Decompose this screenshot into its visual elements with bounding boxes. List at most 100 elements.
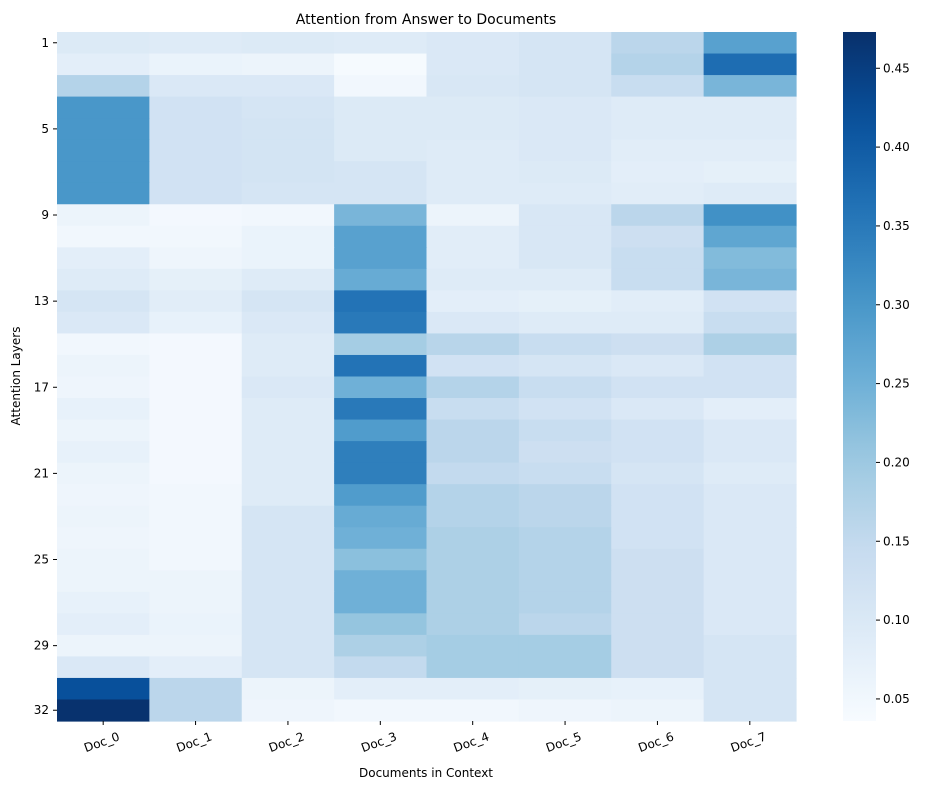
heatmap-cell bbox=[518, 591, 612, 614]
heatmap-cell bbox=[241, 290, 335, 313]
heatmap-cell bbox=[241, 182, 335, 205]
heatmap-cell bbox=[149, 613, 243, 636]
heatmap-cell bbox=[611, 376, 705, 399]
heatmap-cell bbox=[518, 634, 612, 658]
heatmap-cell bbox=[518, 75, 612, 98]
heatmap-cell bbox=[241, 118, 335, 141]
heatmap-cell bbox=[241, 32, 335, 55]
heatmap-cell bbox=[518, 118, 612, 141]
heatmap-cell bbox=[241, 484, 335, 507]
heatmap-cell bbox=[149, 311, 243, 335]
heatmap-cell bbox=[703, 204, 797, 227]
heatmap-cell bbox=[611, 634, 705, 658]
heatmap-cell bbox=[334, 634, 428, 658]
heatmap-cell bbox=[426, 591, 520, 614]
heatmap-cell bbox=[518, 527, 612, 550]
x-tick-label: Doc_3 bbox=[359, 729, 398, 755]
heatmap-cell bbox=[518, 441, 612, 464]
heatmap-cell bbox=[57, 354, 150, 378]
heatmap-cell bbox=[57, 118, 150, 141]
heatmap-cell bbox=[703, 268, 797, 291]
heatmap-cell bbox=[334, 161, 428, 184]
x-tick-label: Doc_0 bbox=[82, 729, 121, 755]
heatmap-cell bbox=[518, 484, 612, 507]
heatmap-cell bbox=[334, 354, 428, 378]
heatmap-cell bbox=[57, 290, 150, 313]
y-tick-label: 29 bbox=[34, 639, 49, 653]
heatmap-cell bbox=[241, 419, 335, 442]
heatmap-cell bbox=[426, 548, 520, 571]
heatmap-cell bbox=[334, 311, 428, 335]
heatmap-cell bbox=[149, 441, 243, 464]
heatmap-cell bbox=[426, 75, 520, 98]
heatmap-cell bbox=[149, 376, 243, 399]
heatmap-cell bbox=[57, 591, 150, 614]
heatmap-cell bbox=[241, 613, 335, 636]
heatmap-cell bbox=[149, 354, 243, 378]
heatmap-cell bbox=[334, 290, 428, 313]
heatmap-cell bbox=[57, 225, 150, 248]
heatmap-cell bbox=[426, 204, 520, 227]
heatmap-cell bbox=[611, 570, 705, 593]
heatmap-cell bbox=[518, 613, 612, 636]
heatmap-cell bbox=[426, 354, 520, 378]
heatmap-cell bbox=[426, 484, 520, 507]
heatmap-cell bbox=[57, 204, 150, 227]
heatmap-cell bbox=[426, 247, 520, 270]
heatmap-cell bbox=[703, 139, 797, 162]
heatmap-cell bbox=[57, 570, 150, 593]
heatmap-cell bbox=[518, 53, 612, 76]
heatmap-cell bbox=[334, 613, 428, 636]
heatmap-cell bbox=[518, 656, 612, 679]
heatmap-cell bbox=[241, 53, 335, 76]
heatmap-cell bbox=[703, 118, 797, 141]
heatmap-cell bbox=[57, 247, 150, 270]
colorbar-tick-label: 0.05 bbox=[883, 692, 910, 706]
heatmap-cell bbox=[241, 333, 335, 356]
heatmap-cell bbox=[149, 333, 243, 356]
y-tick-label: 21 bbox=[34, 466, 49, 480]
y-tick-label: 13 bbox=[34, 294, 49, 308]
heatmap-cell bbox=[149, 225, 243, 248]
heatmap-cell bbox=[703, 376, 797, 399]
heatmap-cell bbox=[611, 118, 705, 141]
heatmap-cell bbox=[611, 484, 705, 507]
heatmap-cell bbox=[57, 656, 150, 679]
heatmap-cell bbox=[426, 656, 520, 679]
y-tick-label: 9 bbox=[41, 208, 49, 222]
heatmap-cell bbox=[57, 441, 150, 464]
heatmap-cell bbox=[241, 139, 335, 162]
heatmap-cell bbox=[57, 634, 150, 658]
heatmap-cell bbox=[611, 225, 705, 248]
colorbar bbox=[843, 32, 876, 721]
heatmap-cell bbox=[518, 225, 612, 248]
x-tick-label: Doc_4 bbox=[452, 729, 491, 755]
heatmap-cell bbox=[611, 613, 705, 636]
heatmap-cell bbox=[334, 139, 428, 162]
heatmap-cell bbox=[57, 613, 150, 636]
heatmap-cell bbox=[334, 462, 428, 485]
heatmap-cell bbox=[703, 53, 797, 76]
heatmap-cell bbox=[149, 268, 243, 291]
heatmap-cell bbox=[149, 75, 243, 98]
heatmap-cell bbox=[334, 333, 428, 356]
heatmap-cell bbox=[149, 462, 243, 485]
x-tick-label: Doc_5 bbox=[544, 729, 583, 755]
heatmap-cell bbox=[703, 527, 797, 550]
colorbar-tick-label: 0.20 bbox=[883, 455, 910, 469]
heatmap-cell bbox=[57, 311, 150, 335]
x-tick-label: Doc_6 bbox=[636, 729, 675, 755]
heatmap-cell bbox=[611, 548, 705, 571]
heatmap-cell bbox=[703, 677, 797, 701]
heatmap-cell bbox=[426, 527, 520, 550]
heatmap-cell bbox=[703, 290, 797, 313]
heatmap-cell bbox=[426, 311, 520, 335]
heatmap-cell bbox=[241, 699, 335, 722]
heatmap-cell bbox=[426, 268, 520, 291]
heatmap-cell bbox=[57, 53, 150, 76]
y-tick-label: 5 bbox=[41, 122, 49, 136]
colorbar-tick-label: 0.35 bbox=[883, 219, 910, 233]
x-tick-label: Doc_7 bbox=[729, 729, 768, 755]
heatmap-cell bbox=[334, 398, 428, 421]
heatmap-cell bbox=[57, 182, 150, 205]
